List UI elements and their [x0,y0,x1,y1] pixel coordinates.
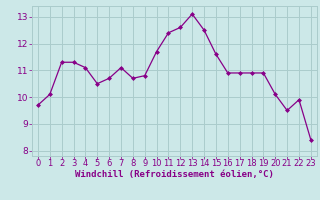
X-axis label: Windchill (Refroidissement éolien,°C): Windchill (Refroidissement éolien,°C) [75,170,274,179]
